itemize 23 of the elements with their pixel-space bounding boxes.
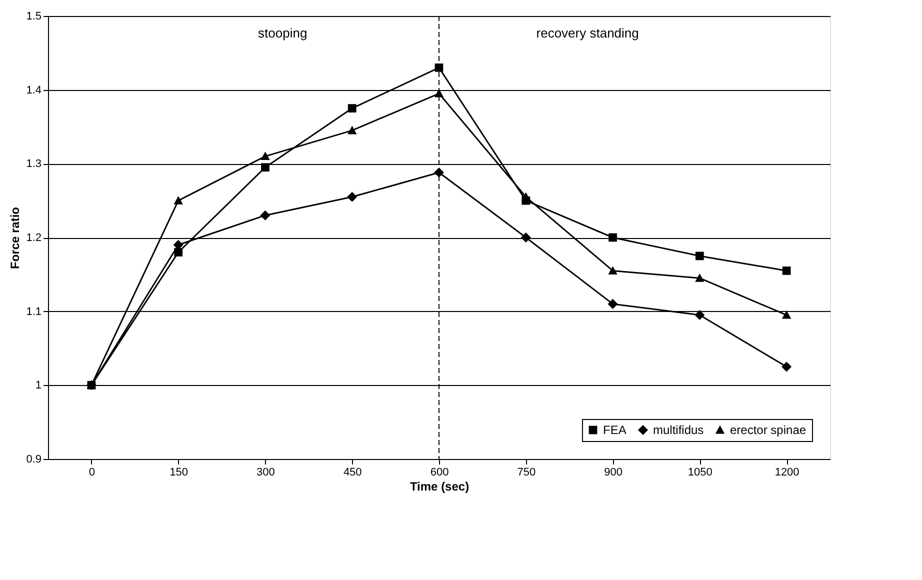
legend-label: multifidus — [653, 423, 704, 437]
y-tick-label: 1.3 — [26, 158, 42, 170]
x-tick-label: 0 — [88, 466, 96, 478]
annotation: stooping — [258, 26, 308, 41]
y-tick-label: 0.9 — [26, 454, 42, 466]
y-tick-label: 1.5 — [26, 10, 42, 22]
y-axis-title: Force ratio — [8, 206, 22, 270]
x-tick-label: 1050 — [688, 466, 712, 478]
legend-label: erector spinae — [730, 423, 806, 437]
x-tick-label: 300 — [256, 466, 275, 478]
y-tick-label: 1.2 — [26, 232, 42, 244]
x-tick-label: 900 — [604, 466, 622, 478]
y-tick-label: 1 — [35, 380, 42, 392]
legend-label: FEA — [603, 423, 626, 437]
y-tick-label: 1.4 — [26, 84, 42, 96]
annotation: recovery standing — [536, 26, 639, 41]
x-tick-label: 1200 — [774, 466, 800, 478]
x-tick-label: 450 — [343, 466, 362, 478]
x-tick-label: 150 — [170, 466, 188, 478]
x-axis-title: Time (sec) — [410, 480, 470, 494]
x-tick-label: 750 — [517, 466, 536, 478]
x-tick-label: 600 — [430, 466, 449, 478]
y-tick-label: 1.1 — [26, 306, 42, 318]
